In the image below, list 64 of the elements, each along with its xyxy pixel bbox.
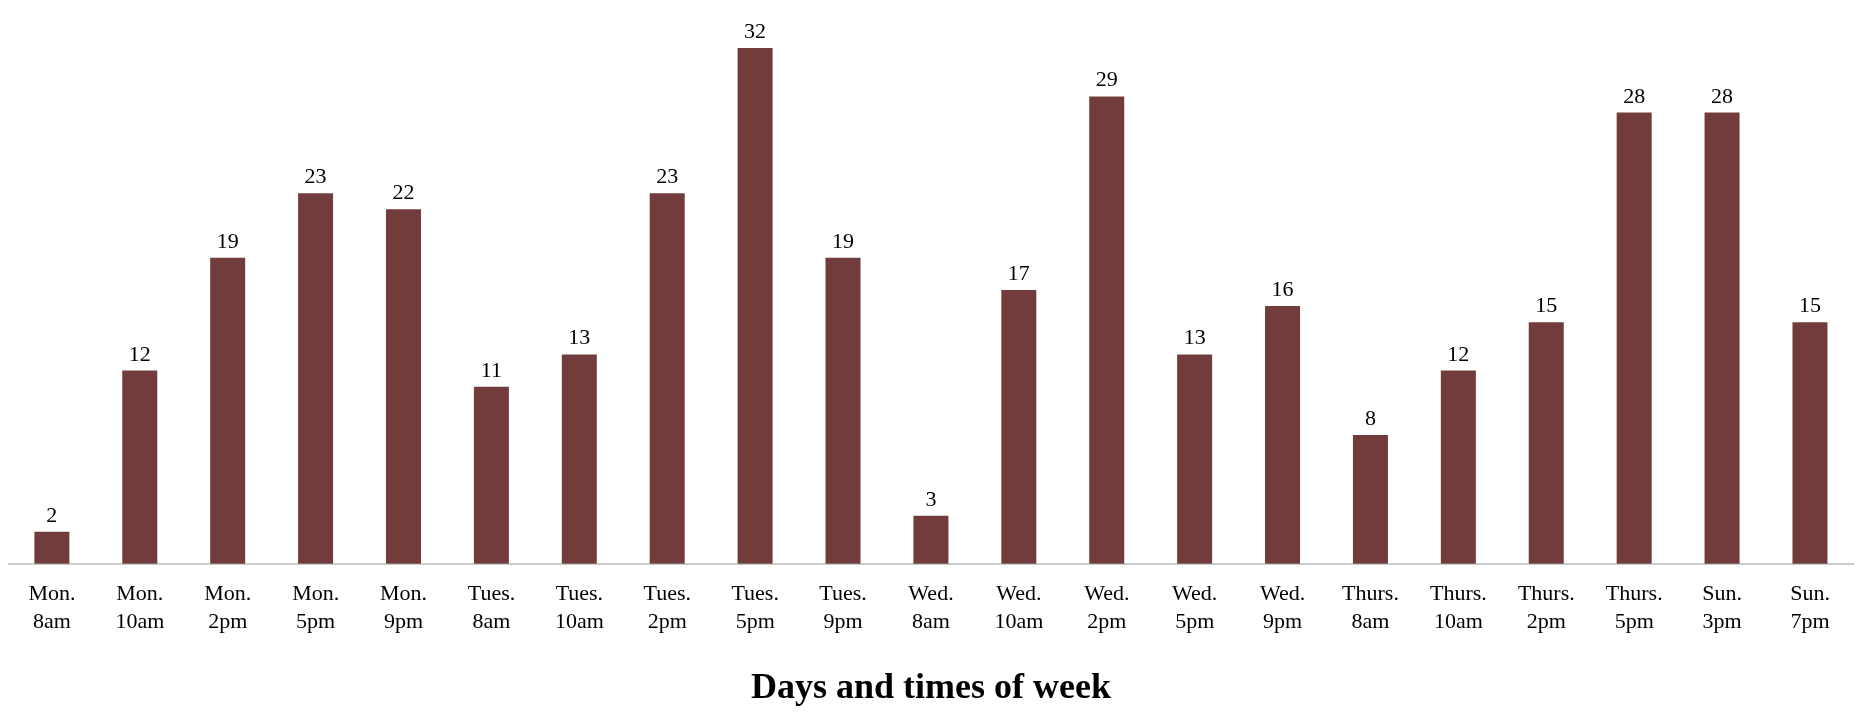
bar	[1001, 289, 1037, 564]
data-label: 2	[46, 501, 58, 527]
x-tick-label: Thurs. 10am	[1430, 580, 1487, 633]
x-tick-label: Mon. 5pm	[292, 580, 340, 633]
bar	[1704, 112, 1740, 564]
x-tick-label: Wed. 2pm	[1084, 580, 1130, 633]
x-tick-label: Mon. 9pm	[380, 580, 428, 633]
data-label: 12	[128, 340, 151, 366]
bar	[385, 209, 421, 564]
data-label: 13	[1183, 324, 1206, 350]
bar	[122, 370, 158, 564]
bar	[1177, 354, 1213, 564]
x-tick-label: Wed. 10am	[994, 580, 1044, 633]
data-label: 15	[1535, 292, 1558, 318]
data-label: 28	[1711, 82, 1734, 108]
bar	[298, 193, 334, 564]
bar	[210, 257, 246, 564]
bar	[1089, 96, 1125, 564]
x-tick-label: Thurs. 2pm	[1517, 580, 1575, 633]
data-label: 17	[1007, 259, 1030, 285]
bar	[473, 386, 509, 564]
x-tick-label: Wed. 5pm	[1172, 580, 1218, 633]
data-label: 15	[1798, 292, 1821, 318]
bar	[649, 193, 685, 564]
x-tick-label: Mon. 8am	[28, 580, 76, 633]
x-axis-title: Days and times of week	[751, 666, 1111, 706]
x-tick-label: Thurs. 8am	[1342, 580, 1399, 633]
bar	[34, 531, 70, 564]
x-tick-label: Mon. 10am	[115, 580, 165, 633]
bar	[1792, 322, 1828, 564]
data-label: 13	[568, 324, 591, 350]
data-label: 19	[216, 227, 239, 253]
x-tick-label: Tues. 8am	[467, 580, 516, 633]
x-tick-label: Tues. 10am	[554, 580, 604, 633]
bar	[561, 354, 597, 564]
data-label: 28	[1623, 82, 1646, 108]
x-tick-label: Mon. 2pm	[204, 580, 252, 633]
x-tick-label: Thurs. 5pm	[1605, 580, 1663, 633]
data-label: 8	[1364, 405, 1376, 430]
x-tick-label: Sun. 3pm	[1702, 580, 1743, 633]
x-tick-label: Wed. 8am	[908, 580, 954, 633]
data-label: 29	[1095, 66, 1118, 92]
bar	[1616, 112, 1652, 564]
bar	[737, 48, 773, 564]
x-tick-label: Wed. 9pm	[1259, 580, 1306, 633]
data-label: 16	[1271, 276, 1294, 301]
data-label: 22	[392, 179, 415, 205]
data-label: 23	[656, 163, 679, 189]
bar	[1528, 322, 1564, 564]
data-label: 11	[480, 356, 502, 382]
bar	[913, 515, 949, 564]
x-tick-label: Sun. 7pm	[1790, 580, 1830, 633]
x-tick-label: Tues. 2pm	[643, 580, 692, 633]
data-label: 19	[832, 227, 855, 253]
bar	[825, 257, 861, 564]
x-tick-label: Tues. 5pm	[731, 580, 779, 633]
data-label: 3	[925, 485, 937, 511]
data-label: 23	[304, 163, 327, 189]
bar	[1265, 306, 1301, 564]
x-tick-label: Tues. 9pm	[819, 580, 867, 633]
bar	[1352, 435, 1388, 564]
data-label: 12	[1447, 340, 1470, 366]
bar	[1440, 370, 1476, 564]
data-label: 32	[744, 18, 767, 43]
